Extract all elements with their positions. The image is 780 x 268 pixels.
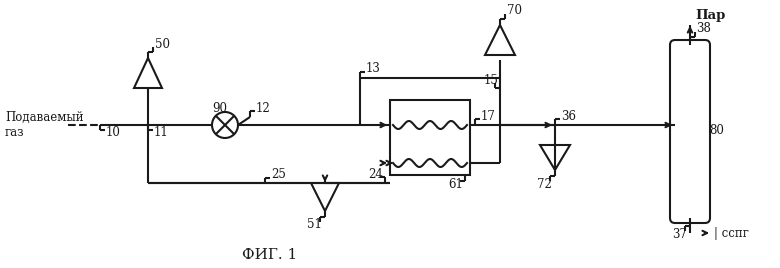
Text: 10: 10 xyxy=(106,125,121,139)
Text: 90: 90 xyxy=(212,102,228,114)
Text: 38: 38 xyxy=(696,23,711,35)
Text: 80: 80 xyxy=(709,124,724,136)
Text: | сспг: | сспг xyxy=(714,226,749,240)
Text: 70: 70 xyxy=(507,5,522,17)
Text: 11: 11 xyxy=(154,125,168,139)
Text: газ: газ xyxy=(5,126,25,140)
Text: Подаваемый: Подаваемый xyxy=(5,110,83,124)
Text: 37: 37 xyxy=(672,228,687,240)
Text: 51: 51 xyxy=(307,218,322,232)
Text: 13: 13 xyxy=(366,62,381,76)
Text: ФИГ. 1: ФИГ. 1 xyxy=(243,248,298,262)
Text: Пар: Пар xyxy=(695,9,725,21)
Text: 24: 24 xyxy=(368,168,383,181)
Text: 17: 17 xyxy=(481,110,496,122)
Text: 61: 61 xyxy=(448,177,463,191)
Text: 72: 72 xyxy=(537,177,552,191)
Text: 15: 15 xyxy=(484,75,499,87)
Text: 36: 36 xyxy=(561,110,576,122)
Text: 50: 50 xyxy=(155,38,170,50)
Bar xyxy=(390,100,470,175)
Text: 25: 25 xyxy=(271,169,286,181)
Text: 12: 12 xyxy=(256,102,271,114)
